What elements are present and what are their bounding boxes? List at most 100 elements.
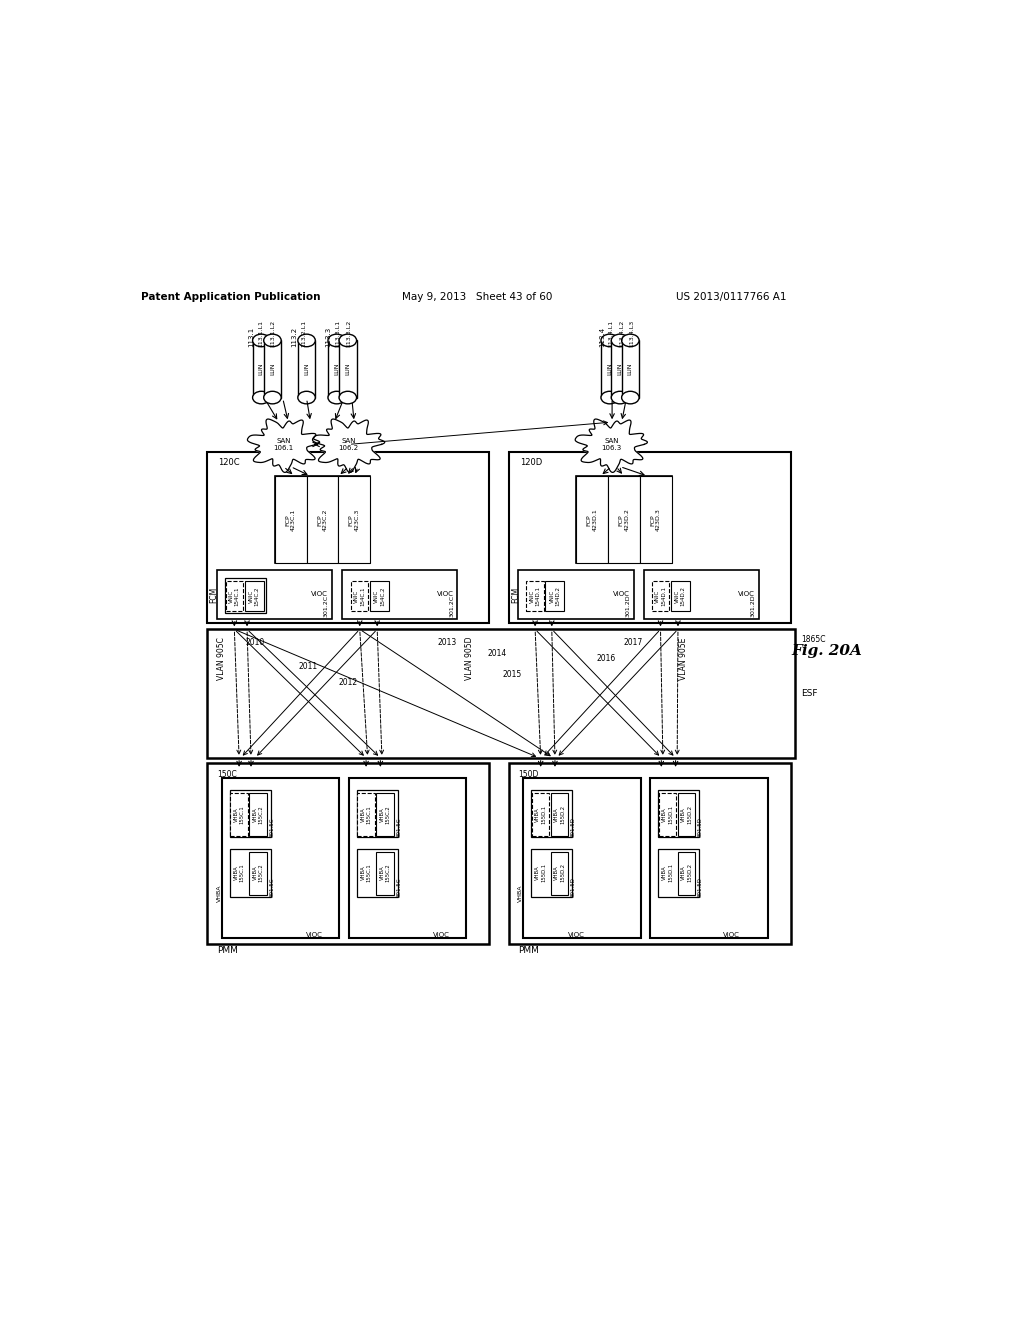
Text: Patent Application Publication: Patent Application Publication — [141, 292, 321, 302]
Bar — [306, 477, 338, 564]
Bar — [518, 570, 634, 619]
Bar — [377, 793, 394, 836]
Bar — [207, 453, 489, 623]
Text: 301.2C: 301.2C — [324, 595, 329, 618]
Bar — [245, 581, 264, 611]
Bar — [601, 341, 618, 397]
Text: VHBA
155D.1: VHBA 155D.1 — [663, 863, 673, 883]
Bar — [622, 341, 639, 397]
Ellipse shape — [328, 391, 345, 404]
Text: 120C: 120C — [218, 458, 240, 467]
Bar — [221, 777, 339, 939]
Text: VIOC: VIOC — [612, 591, 630, 598]
Text: 150C: 150C — [217, 770, 237, 779]
Text: 2013: 2013 — [437, 639, 457, 647]
Bar — [225, 578, 266, 612]
Ellipse shape — [253, 334, 270, 347]
Text: VIOC: VIOC — [568, 932, 585, 939]
Bar — [348, 777, 466, 939]
Bar — [298, 341, 315, 397]
Text: FCP
423D.3: FCP 423D.3 — [650, 508, 662, 531]
Text: LUN: LUN — [259, 363, 264, 375]
Text: LUN: LUN — [628, 363, 633, 375]
Text: 301.5C: 301.5C — [269, 817, 274, 837]
Text: VHBA
155C.1: VHBA 155C.1 — [360, 863, 372, 882]
Ellipse shape — [298, 391, 315, 404]
Text: VHBA
155C.2: VHBA 155C.2 — [253, 863, 263, 882]
Text: VHBA
155D.2: VHBA 155D.2 — [681, 805, 692, 824]
Text: VHBA
155C.2: VHBA 155C.2 — [380, 805, 390, 824]
Text: 2010: 2010 — [246, 639, 264, 647]
Text: PMM: PMM — [518, 946, 540, 954]
Text: VIOC: VIOC — [311, 591, 328, 598]
Text: VLAN 905E: VLAN 905E — [679, 638, 688, 680]
Bar — [611, 341, 629, 397]
Text: FCP
423C.2: FCP 423C.2 — [317, 508, 328, 531]
Text: US 2013/0117766 A1: US 2013/0117766 A1 — [676, 292, 786, 302]
Text: LUN: LUN — [345, 363, 350, 375]
Bar — [328, 341, 345, 397]
Bar — [342, 570, 458, 619]
Text: VNIC
154D.1: VNIC 154D.1 — [529, 586, 541, 606]
Ellipse shape — [601, 391, 618, 404]
Text: 113.2: 113.2 — [292, 327, 298, 347]
Text: 2012: 2012 — [338, 678, 357, 686]
Text: 113.4.L3: 113.4.L3 — [630, 319, 635, 347]
Text: FCM: FCM — [511, 586, 520, 602]
Text: 301.5D: 301.5D — [570, 876, 575, 896]
Bar — [658, 849, 699, 896]
Bar — [640, 477, 672, 564]
Bar — [658, 789, 699, 837]
Bar — [356, 849, 397, 896]
Text: LUN: LUN — [304, 363, 309, 375]
Text: 113.4.L1: 113.4.L1 — [609, 319, 613, 347]
Text: VNIC
154D.2: VNIC 154D.2 — [550, 586, 560, 606]
Text: 301.5C: 301.5C — [269, 878, 274, 896]
Bar — [531, 849, 572, 896]
Text: 2017: 2017 — [624, 639, 643, 647]
Text: PMM: PMM — [217, 946, 238, 954]
Text: FCP
423C.3: FCP 423C.3 — [349, 508, 359, 531]
Text: 301.2C: 301.2C — [450, 595, 455, 618]
Text: 1865C: 1865C — [801, 635, 825, 644]
Polygon shape — [575, 418, 647, 473]
Bar — [671, 581, 690, 611]
Bar — [526, 581, 544, 611]
Text: 150D: 150D — [518, 770, 539, 779]
Text: 113.4.L2: 113.4.L2 — [620, 319, 624, 347]
Ellipse shape — [622, 334, 639, 347]
Bar — [225, 581, 243, 611]
Text: VHBA
155C.1: VHBA 155C.1 — [360, 805, 372, 824]
Ellipse shape — [264, 391, 282, 404]
Text: FCP
423D.2: FCP 423D.2 — [618, 508, 630, 531]
Ellipse shape — [264, 334, 282, 347]
Text: 301.5D: 301.5D — [697, 817, 702, 837]
Bar — [229, 789, 270, 837]
Text: SAN
106.1: SAN 106.1 — [273, 438, 294, 451]
Bar — [264, 341, 282, 397]
Ellipse shape — [339, 334, 356, 347]
Bar — [250, 853, 267, 895]
Text: VIOC: VIOC — [436, 591, 454, 598]
Text: VHBA
155C.2: VHBA 155C.2 — [380, 863, 390, 882]
Text: VNIC
154D.2: VNIC 154D.2 — [675, 586, 686, 606]
Text: VNIC
154C.2: VNIC 154C.2 — [249, 586, 259, 606]
Ellipse shape — [298, 334, 315, 347]
Bar — [338, 477, 370, 564]
Bar — [608, 477, 640, 564]
Bar — [551, 793, 568, 836]
Text: VHBA
155D.2: VHBA 155D.2 — [554, 863, 565, 883]
Text: VIOC: VIOC — [738, 591, 755, 598]
Text: VIOC: VIOC — [433, 932, 450, 939]
Text: VHBA
155D.1: VHBA 155D.1 — [536, 805, 546, 824]
Text: 301.2D: 301.2D — [626, 595, 631, 618]
Text: 113.2.L1: 113.2.L1 — [302, 319, 306, 347]
Text: 2011: 2011 — [299, 663, 317, 671]
Bar — [577, 477, 608, 564]
Text: 113.4: 113.4 — [600, 327, 605, 347]
Text: FCM: FCM — [209, 586, 218, 602]
Bar — [531, 789, 572, 837]
Bar — [351, 581, 369, 611]
Text: VHBA
155C.1: VHBA 155C.1 — [233, 805, 245, 824]
Bar — [678, 853, 695, 895]
